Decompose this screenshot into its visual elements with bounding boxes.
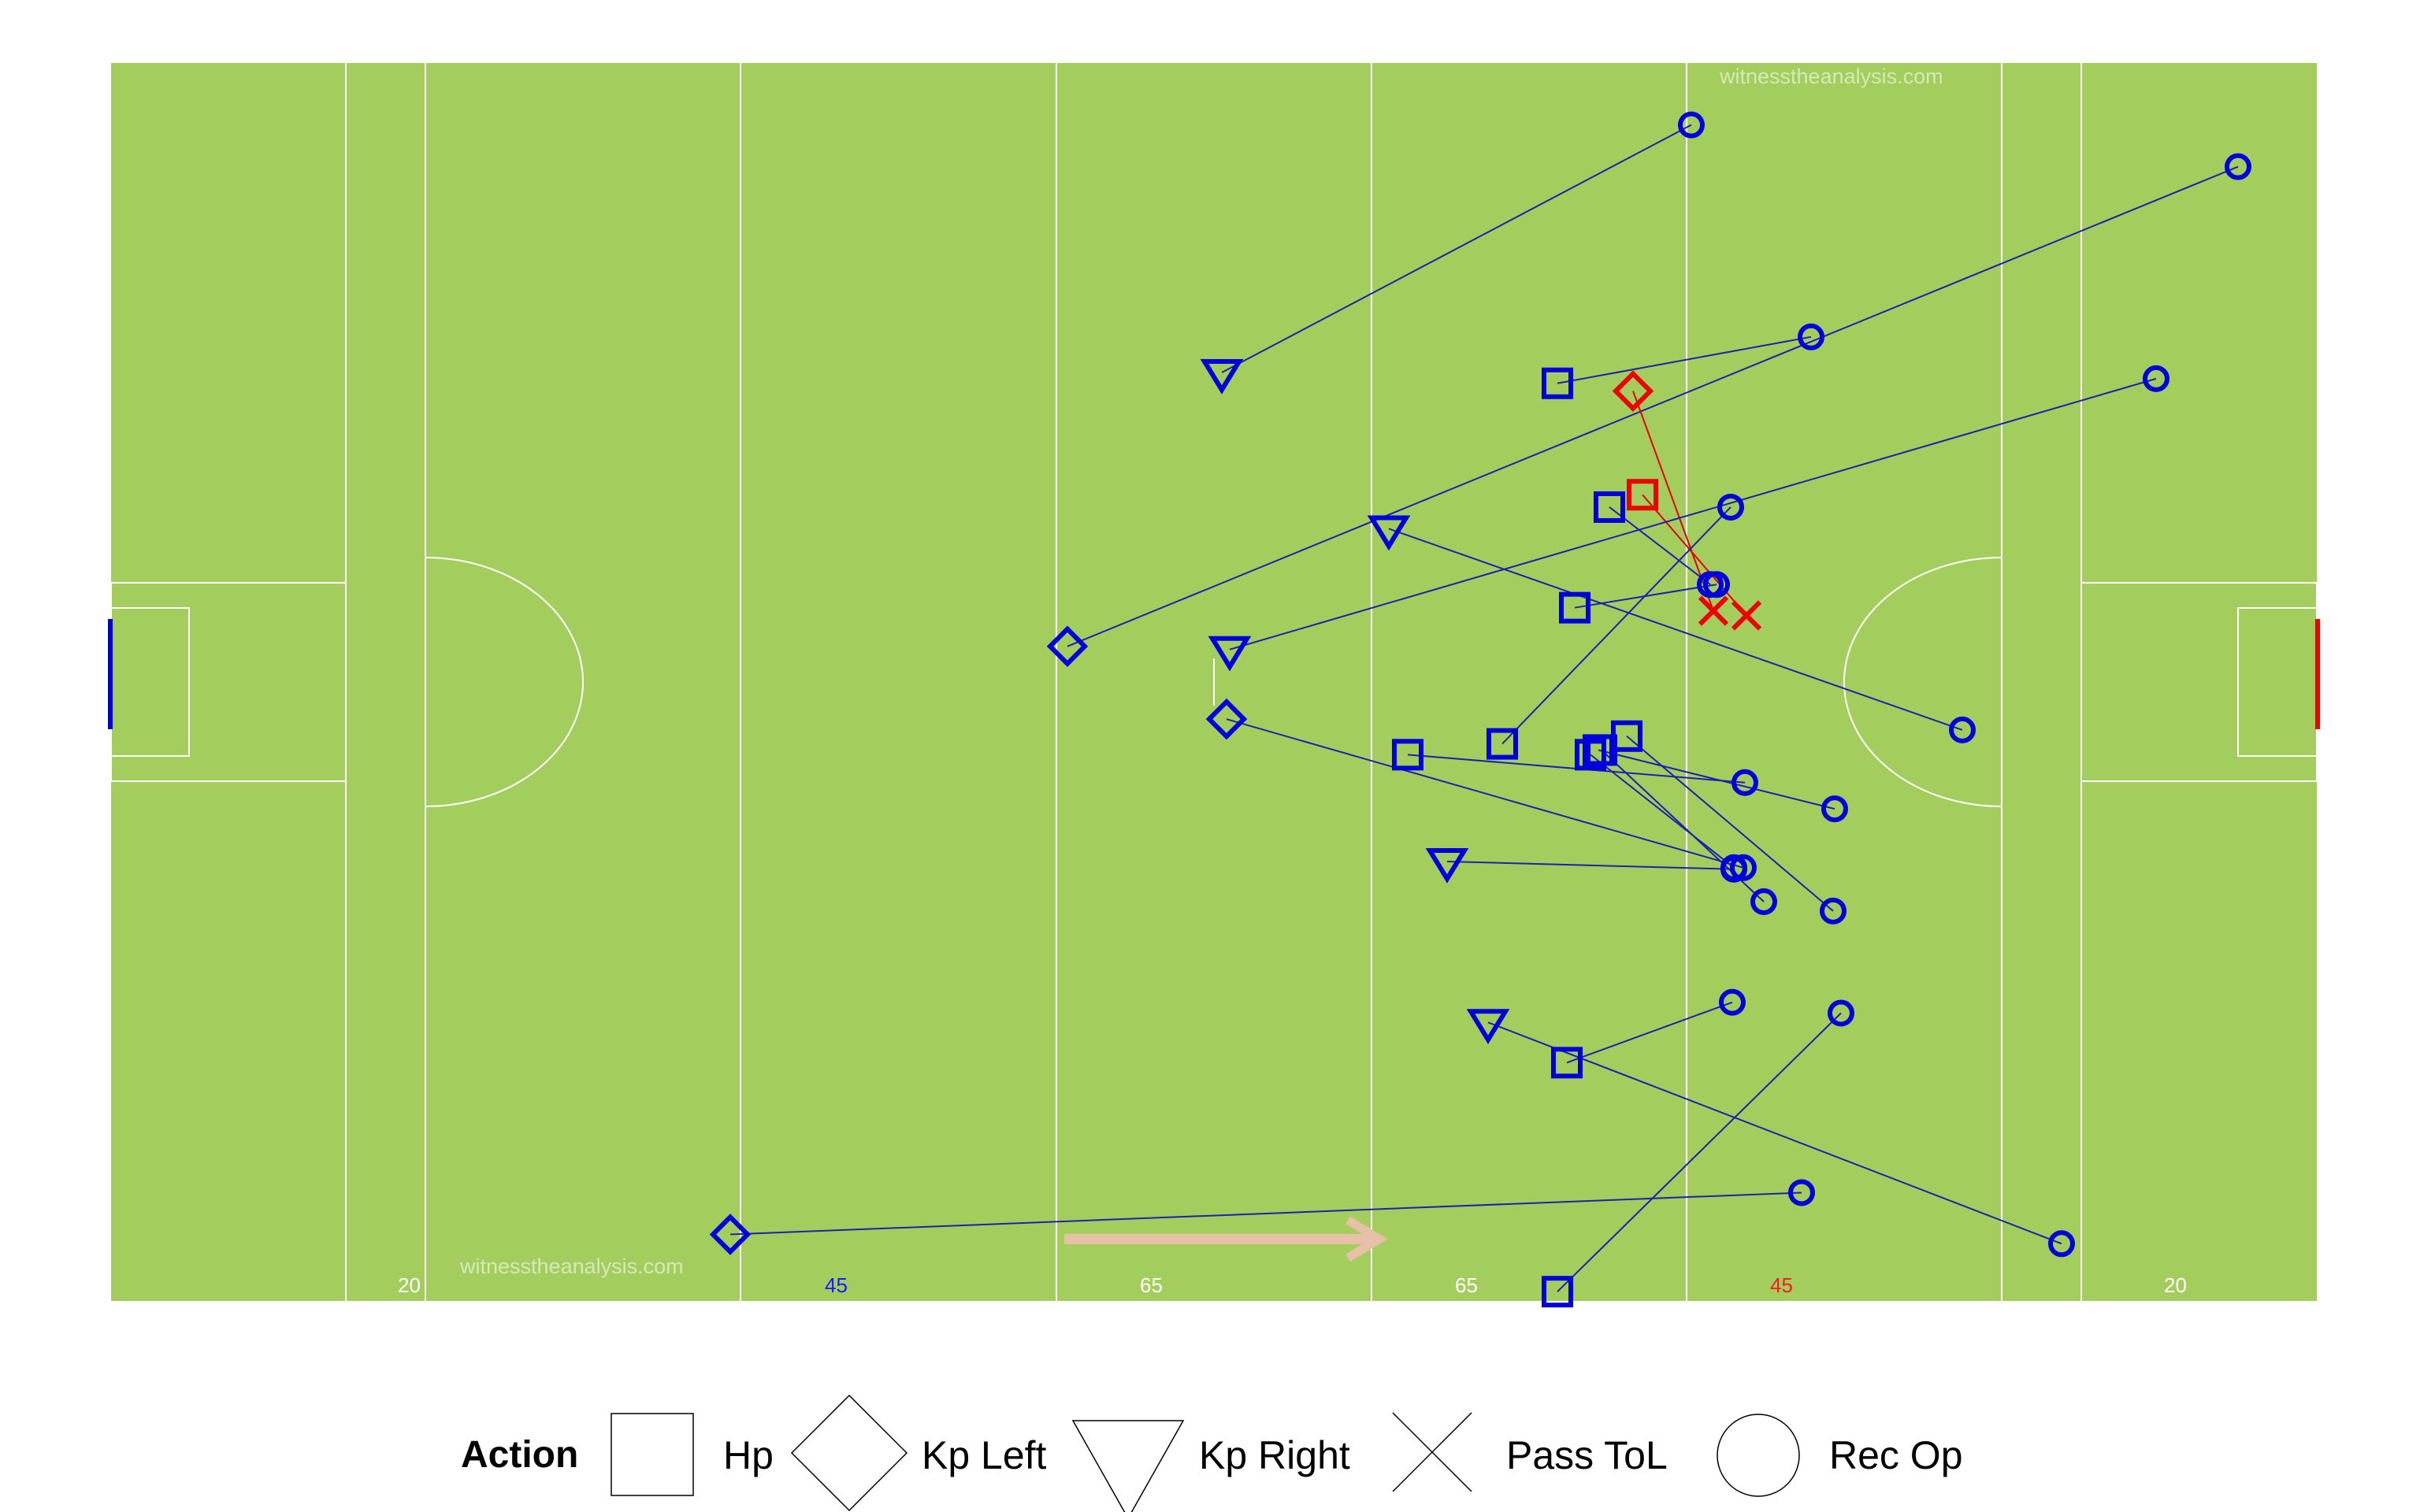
hp-marker xyxy=(1627,479,1658,511)
rec-op-marker xyxy=(2225,153,2251,180)
pass-line xyxy=(1642,494,1747,617)
hp-marker xyxy=(1594,491,1625,523)
hp-marker xyxy=(1392,739,1423,771)
rec-op-marker xyxy=(1731,769,1758,796)
kp-right-marker xyxy=(1200,359,1244,395)
legend-label-pass-tol: Pass ToL xyxy=(1506,1433,1668,1477)
attack-direction-arrow xyxy=(1064,1216,1388,1262)
watermark-bottom: witnesstheanalysis.com xyxy=(459,1254,684,1278)
pass-line xyxy=(1566,1001,1733,1064)
rec-op-marker xyxy=(1821,795,1848,823)
pass-line xyxy=(1067,165,2239,647)
hp-marker xyxy=(1487,728,1518,760)
hp-marker xyxy=(1551,1047,1583,1079)
rec-op-marker xyxy=(1828,999,1854,1027)
distance-label: 45 xyxy=(1770,1273,1793,1297)
pitch-markings xyxy=(108,63,2320,1301)
kp-right-marker xyxy=(1208,636,1252,672)
pass-line xyxy=(1557,335,1812,384)
legend-triangle-symbol xyxy=(1071,1420,1185,1512)
legend: Action Hp Kp Left Kp Right Pass ToL Rec … xyxy=(461,1394,1963,1512)
legend-item-pass-tol: Pass ToL xyxy=(1392,1412,1668,1492)
legend-item-kp-left: Kp Left xyxy=(790,1394,1047,1512)
pass-line xyxy=(1221,124,1692,373)
arc-right xyxy=(1843,557,2002,807)
arc-left xyxy=(425,557,584,807)
rec-op-marker xyxy=(1949,716,1976,743)
pass-tol-marker xyxy=(1698,595,1729,626)
rec-op-marker xyxy=(2048,1230,2075,1258)
pass-tol-stroke xyxy=(1698,595,1729,626)
kp-right-marker xyxy=(1466,1009,1510,1045)
arrow-head xyxy=(1345,1216,1388,1262)
goal-right xyxy=(2315,619,2320,729)
pass-tol-marker xyxy=(1731,600,1762,631)
rec-op-marker xyxy=(1788,1179,1815,1206)
pass-line xyxy=(1226,718,1744,869)
pass-line xyxy=(1388,528,1963,731)
pass-line xyxy=(1501,506,1731,745)
distance-label: 20 xyxy=(398,1273,421,1297)
rec-op-marker xyxy=(1703,571,1730,598)
kp-right-marker xyxy=(1425,847,1469,884)
legend-diamond-symbol xyxy=(790,1394,908,1512)
rec-op-marker xyxy=(1798,323,1824,350)
rec-op-marker xyxy=(1719,988,1746,1016)
pass-lines xyxy=(729,124,2239,1292)
pass-line xyxy=(1632,391,1714,611)
watermark-top: witnesstheanalysis.com xyxy=(1719,65,1943,88)
pass-line xyxy=(729,1191,1802,1236)
legend-label-kp-left: Kp Left xyxy=(922,1433,1047,1477)
rec-op-marker xyxy=(1678,111,1705,139)
pass-line xyxy=(1557,1012,1842,1292)
rec-op-marker xyxy=(1820,897,1847,925)
pass-line xyxy=(1229,377,2157,650)
hp-marker xyxy=(1542,1276,1573,1308)
distance-label: 20 xyxy=(2164,1273,2187,1297)
legend-label-hp: Hp xyxy=(723,1433,774,1477)
kp-left-marker xyxy=(709,1214,752,1255)
pass-line xyxy=(1590,754,1735,869)
pass-line xyxy=(1609,506,1711,585)
legend-item-rec-op: Rec Op xyxy=(1717,1414,1963,1497)
hp-marker xyxy=(1583,734,1614,766)
kp-left-marker xyxy=(1612,370,1654,412)
hp-marker xyxy=(1559,591,1590,624)
pass-tol-stroke xyxy=(1731,600,1762,631)
rec-op-marker xyxy=(1717,493,1744,521)
pass-line xyxy=(1446,860,1735,870)
distance-label: 65 xyxy=(1455,1273,1478,1297)
rec-op-marker xyxy=(1720,855,1747,883)
legend-label-rec-op: Rec Op xyxy=(1829,1433,1963,1477)
distance-label: 45 xyxy=(825,1273,848,1297)
hp-marker xyxy=(1542,367,1573,399)
pass-line xyxy=(1487,1021,2062,1245)
kp-left-marker xyxy=(1046,625,1089,668)
pass-markers xyxy=(709,111,2251,1308)
legend-circle-symbol xyxy=(1717,1414,1800,1497)
legend-square-symbol xyxy=(611,1413,694,1496)
rec-op-marker xyxy=(1750,888,1777,916)
legend-item-hp: Hp xyxy=(611,1413,774,1496)
kp-right-marker xyxy=(1367,515,1411,551)
legend-label-kp-right: Kp Right xyxy=(1199,1433,1350,1477)
kp-left-marker xyxy=(1205,698,1248,740)
legend-cross-symbol xyxy=(1392,1412,1472,1492)
rec-op-marker xyxy=(2143,365,2169,392)
pass-line xyxy=(1598,749,1835,810)
legend-item-kp-right: Kp Right xyxy=(1071,1420,1350,1512)
legend-title: Action xyxy=(461,1434,578,1476)
distance-labels: 20 45 65 65 45 20 xyxy=(398,1273,2187,1297)
distance-label: 65 xyxy=(1140,1273,1163,1297)
goal-left xyxy=(108,619,113,729)
